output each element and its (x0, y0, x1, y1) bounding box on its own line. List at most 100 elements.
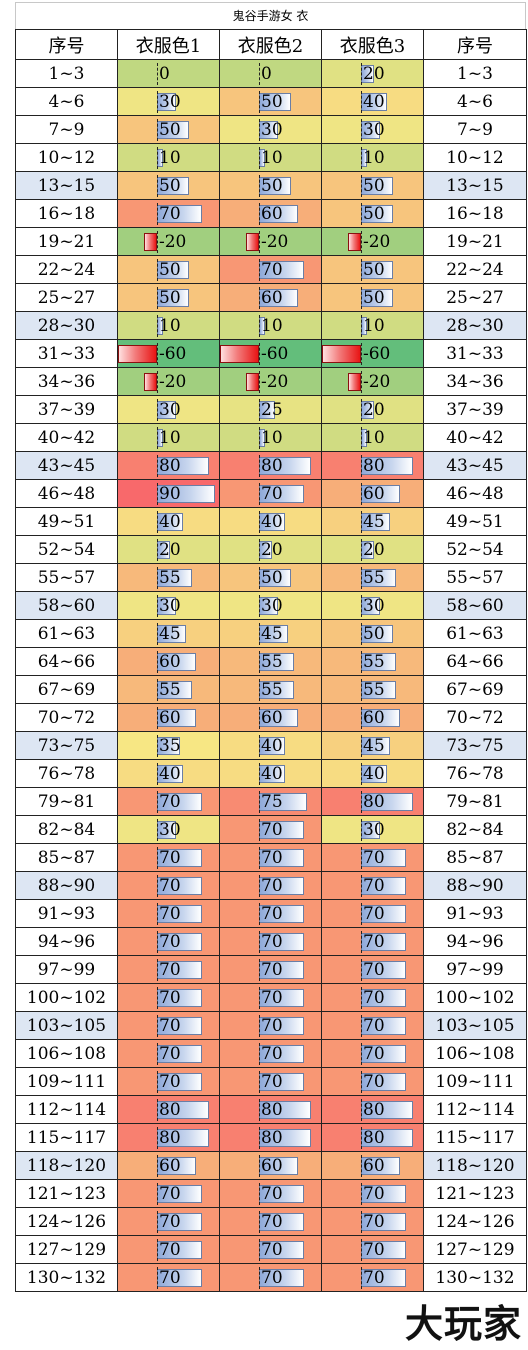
value-cell-color-3: 70 (321, 983, 424, 1012)
cell-value: 50 (363, 624, 385, 644)
bar-axis-line (361, 63, 362, 85)
value-cell-color-3: 50 (321, 283, 424, 312)
cell-value: 70 (261, 904, 283, 924)
value-cell-color-1: 50 (117, 255, 220, 284)
cell-value: 70 (159, 1268, 181, 1288)
value-cell-color-1: 70 (117, 1067, 220, 1096)
row-index-right: 4~6 (423, 87, 527, 116)
cell-value: 70 (363, 1240, 385, 1260)
cell-value: 70 (363, 960, 385, 980)
value-cell-color-2: -60 (219, 339, 322, 368)
cell-value: 80 (261, 1100, 283, 1120)
bar-axis-line (259, 287, 260, 309)
cell-value: 70 (159, 904, 181, 924)
value-cell-color-3: 50 (321, 171, 424, 200)
row-index-left: 118~120 (15, 1151, 118, 1180)
value-cell-color-2: 60 (219, 1151, 322, 1180)
header-index-left: 序号 (15, 29, 118, 60)
bar-axis-line (157, 1239, 158, 1261)
row-index-right: 85~87 (423, 843, 527, 872)
value-cell-color-1: 70 (117, 1179, 220, 1208)
value-cell-color-2: 80 (219, 451, 322, 480)
row-index-right: 79~81 (423, 787, 527, 816)
value-cell-color-1: 20 (117, 535, 220, 564)
bar-axis-line (259, 875, 260, 897)
bar-axis-line (259, 1267, 260, 1289)
bar-axis-line (259, 791, 260, 813)
cell-value: 50 (261, 92, 283, 112)
value-cell-color-2: -20 (219, 227, 322, 256)
row-index-left: 34~36 (15, 367, 118, 396)
bar-axis-line (259, 651, 260, 673)
row-index-left: 94~96 (15, 927, 118, 956)
value-cell-color-2: 30 (219, 115, 322, 144)
row-index-right: 25~27 (423, 283, 527, 312)
cell-value: 70 (159, 960, 181, 980)
value-cell-color-3: 70 (321, 1207, 424, 1236)
cell-value: 70 (261, 1072, 283, 1092)
table-row: 106~108 70 70 70 106~108 (15, 1039, 527, 1068)
value-cell-color-2: 25 (219, 395, 322, 424)
cell-value: -60 (363, 344, 391, 364)
cell-value: 20 (363, 64, 385, 84)
bar-axis-line (157, 287, 158, 309)
bar-axis-line (259, 1099, 260, 1121)
row-index-right: 64~66 (423, 647, 527, 676)
cell-value: 60 (261, 708, 283, 728)
negative-data-bar (246, 373, 259, 391)
cell-value: 70 (261, 1044, 283, 1064)
bar-axis-line (157, 119, 158, 141)
value-cell-color-2: 0 (219, 59, 322, 88)
bar-axis-line (259, 595, 260, 617)
bar-axis-line (157, 427, 158, 449)
bar-axis-line (157, 567, 158, 589)
row-index-right: 118~120 (423, 1151, 527, 1180)
bar-axis-line (259, 707, 260, 729)
value-cell-color-3: 45 (321, 731, 424, 760)
cell-value: 45 (159, 624, 181, 644)
row-index-right: 61~63 (423, 619, 527, 648)
row-index-left: 70~72 (15, 703, 118, 732)
cell-value: 70 (159, 792, 181, 812)
row-index-right: 112~114 (423, 1095, 527, 1124)
row-index-right: 97~99 (423, 955, 527, 984)
cell-value: 50 (159, 260, 181, 280)
cell-value: 70 (261, 1268, 283, 1288)
bar-axis-line (259, 203, 260, 225)
value-cell-color-3: 55 (321, 675, 424, 704)
cell-value: 10 (363, 148, 385, 168)
bar-axis-line (361, 1043, 362, 1065)
bar-axis-line (361, 1071, 362, 1093)
cell-value: 70 (261, 988, 283, 1008)
value-cell-color-1: -20 (117, 227, 220, 256)
row-index-right: 103~105 (423, 1011, 527, 1040)
bar-axis-line (361, 231, 362, 253)
cell-value: 30 (159, 820, 181, 840)
bar-axis-line (361, 1183, 362, 1205)
table-row: 130~132 70 70 70 130~132 (15, 1263, 527, 1292)
bar-axis-line (361, 959, 362, 981)
row-index-right: 58~60 (423, 591, 527, 620)
cell-value: 70 (261, 820, 283, 840)
bar-axis-line (361, 119, 362, 141)
row-index-right: 91~93 (423, 899, 527, 928)
cell-value: 70 (363, 1044, 385, 1064)
value-cell-color-2: 75 (219, 787, 322, 816)
data-table: 序号 衣服色1 衣服色2 衣服色3 序号 1~3 0 0 20 1~3 4~6 30 50 40… (15, 29, 527, 1292)
value-cell-color-2: 50 (219, 87, 322, 116)
value-cell-color-2: 20 (219, 535, 322, 564)
cell-value: 40 (159, 512, 181, 532)
bar-axis-line (259, 259, 260, 281)
cell-value: -20 (363, 372, 391, 392)
cell-value: 80 (261, 456, 283, 476)
bar-axis-line (157, 735, 158, 757)
bar-axis-line (157, 315, 158, 337)
bar-axis-line (361, 1211, 362, 1233)
cell-value: 0 (261, 64, 272, 84)
row-index-left: 112~114 (15, 1095, 118, 1124)
bar-axis-line (157, 259, 158, 281)
value-cell-color-1: 60 (117, 1151, 220, 1180)
cell-value: 70 (159, 932, 181, 952)
bar-axis-line (259, 147, 260, 169)
row-index-right: 70~72 (423, 703, 527, 732)
